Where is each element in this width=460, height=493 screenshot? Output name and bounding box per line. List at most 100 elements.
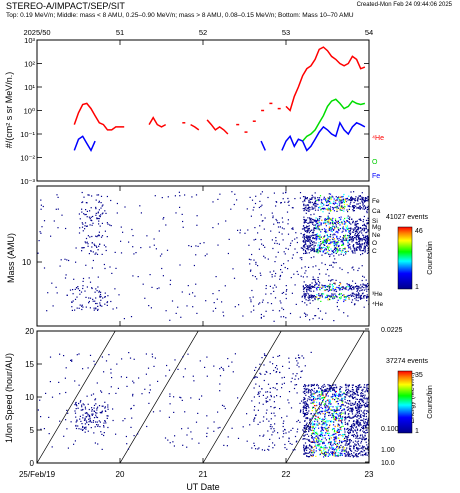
bottom-dot: [355, 430, 357, 432]
bottom-dot: [335, 411, 338, 414]
middle-dot: [72, 293, 74, 295]
middle-dot: [321, 296, 323, 298]
bottom-dot: [352, 397, 354, 400]
middle-dot: [250, 299, 252, 301]
middle-dot: [308, 244, 310, 246]
middle-dot: [292, 228, 294, 230]
bottom-dot: [78, 428, 80, 430]
series-line-fe: [73, 135, 96, 153]
bottom-dot: [274, 444, 276, 446]
middle-dot: [362, 199, 365, 201]
bottom-dot: [187, 353, 189, 355]
bottom-dot: [365, 413, 367, 415]
middle-dot: [356, 235, 358, 237]
middle-dot: [344, 248, 346, 250]
bottom-dot: [258, 385, 260, 387]
bottom-dot: [340, 406, 342, 408]
middle-dot: [82, 247, 84, 249]
middle-dot: [359, 290, 361, 292]
bottom-dot: [345, 393, 347, 396]
middle-dot: [317, 236, 319, 238]
bottom-dot: [344, 416, 346, 419]
bottom-dot: [334, 390, 336, 392]
middle-dot: [260, 205, 262, 208]
middle-dot: [335, 196, 337, 198]
bottom-dot: [272, 431, 274, 433]
bottom-dot: [323, 441, 325, 443]
bottom-dot: [266, 371, 268, 373]
bottom-dot: [357, 389, 359, 391]
middle-dot: [318, 200, 320, 202]
bottom-dot: [321, 429, 323, 431]
bottom-dot: [327, 451, 329, 453]
middle-dot: [272, 309, 274, 311]
bottom-dot: [132, 380, 134, 382]
middle-dot: [312, 318, 314, 320]
bottom-dot: [228, 365, 230, 367]
bottom-dot: [305, 385, 307, 387]
middle-dot: [328, 239, 330, 241]
bottom-dot: [312, 415, 314, 417]
middle-dot: [332, 207, 335, 209]
middle-dot: [367, 247, 369, 250]
bottom-dot: [346, 439, 348, 441]
middle-dot: [340, 218, 342, 220]
middle-dot: [367, 200, 369, 202]
middle-dot: [313, 295, 315, 297]
bottom-dot: [334, 441, 336, 443]
middle-dot: [335, 290, 338, 292]
bottom-dot: [334, 418, 336, 420]
bottom-dot: [308, 389, 310, 391]
middle-dot: [347, 215, 349, 217]
bottom-dot: [304, 365, 306, 367]
middle-dot: [352, 239, 354, 241]
middle-dot: [258, 248, 260, 250]
bottom-dot: [329, 424, 331, 426]
middle-dot: [305, 230, 307, 232]
middle-dot: [340, 209, 342, 211]
middle-dot: [358, 246, 360, 248]
middle-dot: [312, 237, 314, 239]
bottom-dot: [339, 389, 341, 391]
middle-dot: [304, 295, 306, 297]
middle-dot: [336, 251, 338, 253]
middle-dot: [325, 225, 327, 227]
middle-colorbar-title: 41027 events: [386, 214, 429, 221]
middle-dot: [328, 249, 330, 252]
middle-dot: [179, 264, 181, 266]
bottom-dot: [354, 454, 357, 456]
middle-dot: [332, 285, 334, 287]
middle-dot: [326, 240, 328, 242]
middle-dot: [312, 196, 314, 198]
middle-dot: [191, 196, 193, 198]
middle-dot: [329, 264, 331, 266]
middle-dot: [192, 306, 194, 308]
bottom-dot: [82, 403, 84, 405]
middle-dot: [325, 242, 327, 244]
middle-dot: [81, 308, 83, 311]
bottom-dot: [312, 395, 314, 398]
bottom-dot: [332, 393, 334, 395]
bottom-dot: [116, 363, 118, 365]
bottom-dot: [96, 382, 98, 384]
bottom-dot: [159, 410, 161, 412]
bottom-dot: [315, 405, 317, 407]
middle-dot: [366, 238, 368, 240]
bottom-dot: [340, 405, 342, 407]
middle-dot: [349, 286, 351, 289]
bottom-dot: [299, 411, 301, 413]
middle-dot: [366, 241, 368, 243]
bottom-dot: [89, 419, 91, 421]
bottom-dot: [341, 404, 344, 406]
middle-dot: [354, 234, 356, 236]
middle-dot: [107, 223, 109, 225]
middle-dot: [313, 296, 315, 298]
bottom-dot: [356, 428, 359, 430]
middle-dot: [362, 202, 364, 204]
bottom-dot: [355, 423, 357, 425]
middle-dot: [315, 315, 317, 317]
bottom-dot: [309, 422, 311, 424]
bottom-dot: [344, 423, 346, 425]
bottom-dot: [334, 399, 336, 401]
middle-dot: [282, 308, 285, 311]
